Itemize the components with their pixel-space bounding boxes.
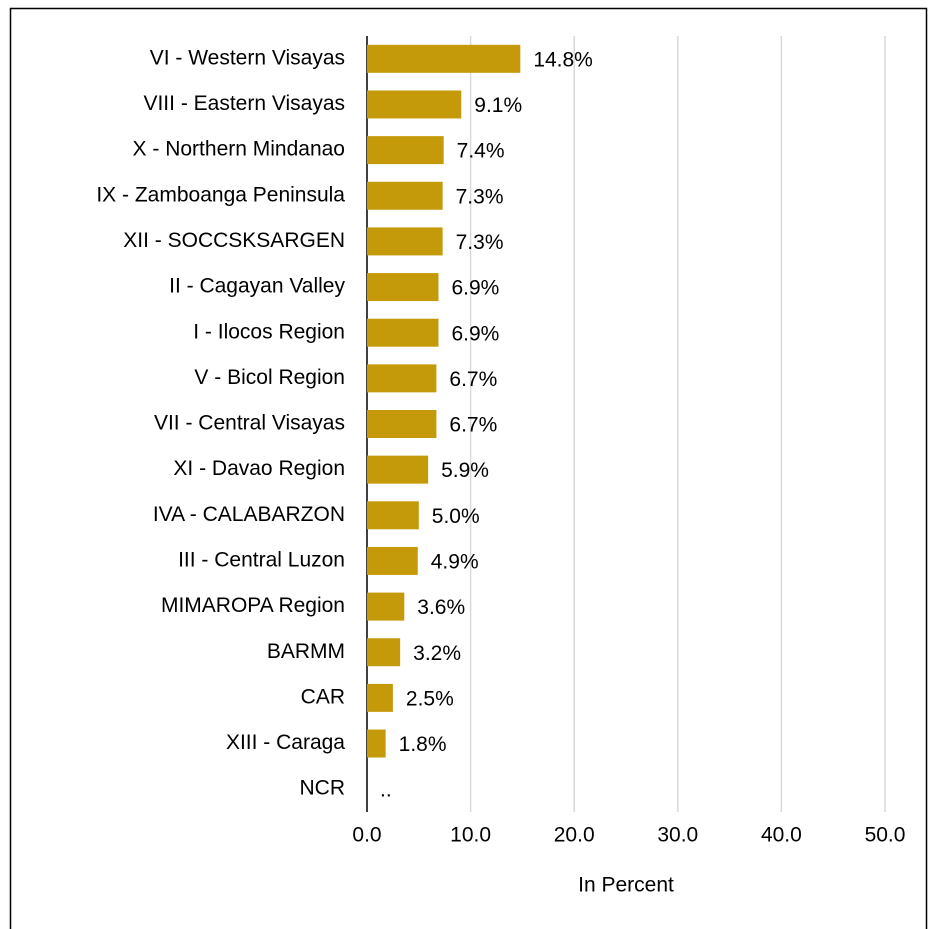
x-tick-label: 20.0 (554, 824, 595, 847)
data-label: 7.3% (456, 185, 504, 208)
bar (367, 455, 429, 484)
y-tick-label: XII - SOCCSKSARGEN (123, 229, 345, 252)
y-tick-label: V - Bicol Region (194, 366, 345, 389)
y-tick-label: NCR (300, 777, 346, 800)
bar (367, 273, 439, 302)
data-label: 6.9% (451, 322, 499, 345)
x-tick-label: 50.0 (865, 824, 906, 847)
bar (367, 90, 462, 119)
y-tick-label: VIII - Eastern Visayas (143, 92, 345, 115)
data-label: 2.5% (406, 687, 454, 710)
y-tick-label: MIMAROPA Region (161, 594, 345, 617)
data-label: .. (380, 779, 392, 802)
y-tick-label: CAR (301, 685, 345, 708)
bar (367, 638, 401, 667)
y-tick-label: III - Central Luzon (178, 548, 345, 571)
y-tick-label: X - Northern Mindanao (133, 138, 345, 161)
bar (367, 136, 444, 165)
bar (367, 729, 386, 758)
bar (367, 683, 393, 712)
y-tick-label: IX - Zamboanga Peninsula (96, 183, 345, 206)
data-label: 6.7% (449, 368, 497, 391)
y-tick-label: I - Ilocos Region (193, 320, 345, 343)
data-label: 3.6% (417, 596, 465, 619)
bar (367, 546, 418, 575)
bar (367, 410, 437, 438)
y-tick-label: VI - Western Visayas (150, 46, 345, 69)
bar (367, 364, 437, 393)
y-tick-label: VII - Central Visayas (154, 412, 345, 435)
x-tick-label: 30.0 (657, 824, 698, 847)
bar (367, 181, 443, 210)
bar (367, 44, 521, 73)
x-tick-label: 0.0 (352, 824, 381, 847)
data-label: 3.2% (413, 642, 461, 665)
x-tick-label: 40.0 (761, 824, 802, 847)
data-label: 7.3% (456, 231, 504, 254)
data-label: 4.9% (431, 550, 479, 573)
data-label: 7.4% (457, 140, 505, 163)
data-label: 14.8% (533, 48, 593, 71)
data-label: 6.9% (451, 277, 499, 300)
data-label: 5.9% (441, 459, 489, 482)
y-tick-label: II - Cagayan Valley (169, 275, 345, 298)
bar (367, 227, 443, 256)
x-tick-label: 10.0 (450, 824, 491, 847)
data-label: 9.1% (474, 94, 522, 117)
y-tick-label: BARMM (267, 640, 345, 663)
y-tick-label: XI - Davao Region (173, 457, 345, 480)
bar (367, 592, 405, 621)
data-label: 6.7% (449, 414, 497, 437)
x-axis-title: In Percent (578, 874, 674, 897)
data-label: 5.0% (432, 505, 480, 528)
y-tick-label: IVA - CALABARZON (153, 503, 345, 526)
data-label: 1.8% (399, 733, 447, 756)
y-tick-label: XIII - Caraga (226, 731, 345, 754)
bar (367, 318, 439, 347)
bar (367, 501, 419, 530)
chart-frame (9, 7, 928, 929)
